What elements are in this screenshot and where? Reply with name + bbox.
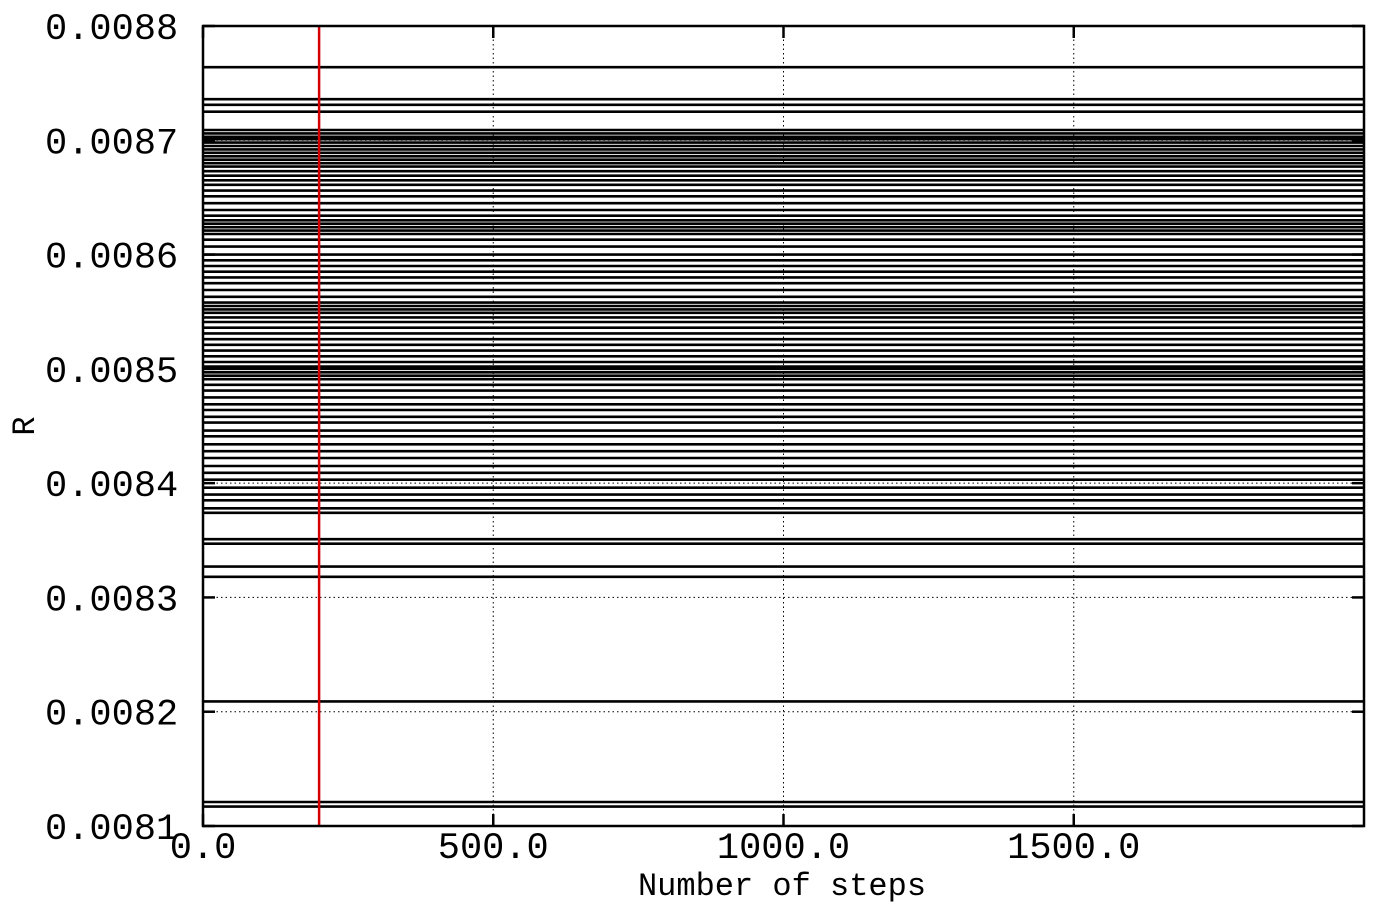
y-axis-label: R [7, 416, 44, 435]
y-tick-label: 0.0083 [45, 580, 178, 622]
x-tick-label: 0.0 [170, 828, 237, 870]
y-tick-label: 0.0081 [45, 809, 178, 851]
tick-marks [201, 24, 1364, 828]
plot-frame [201, 24, 1366, 828]
x-axis-label: Number of steps [638, 868, 926, 905]
y-tick-label: 0.0086 [45, 238, 178, 280]
y-tick-label: 0.0088 [45, 9, 178, 51]
y-tick-label: 0.0082 [45, 695, 178, 737]
x-tick-label: 1500.0 [1007, 828, 1140, 870]
x-tick-labels: 0.0 500.0 1000.0 1500.0 [170, 828, 1141, 870]
x-tick-label: 500.0 [438, 828, 549, 870]
series-lines [203, 65, 1364, 808]
y-tick-label: 0.0084 [45, 466, 178, 508]
y-tick-label: 0.0085 [45, 352, 178, 394]
x-tick-label: 1000.0 [717, 828, 850, 870]
y-tick-label: 0.0087 [45, 123, 178, 165]
y-tick-labels: 0.0081 0.0082 0.0083 0.0084 0.0085 0.0086 0.00… [45, 9, 178, 851]
